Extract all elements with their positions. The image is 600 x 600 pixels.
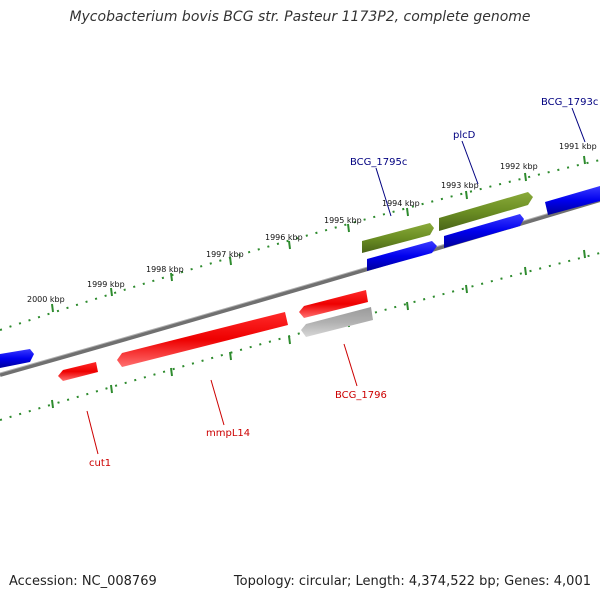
inner-major-tick	[583, 249, 586, 259]
leader-bcg-1795c	[375, 167, 392, 217]
accession-text: Accession: NC_008769	[9, 574, 157, 589]
gene-plcd-lower[interactable]	[444, 214, 524, 248]
outer-major-tick	[583, 155, 586, 165]
gene-plcd-upper[interactable]	[439, 192, 533, 231]
inner-major-tick	[524, 266, 527, 276]
topology-text: Topology: circular; Length: 4,374,522 bp…	[233, 574, 591, 589]
tick-label: 1998 kbp	[146, 265, 184, 274]
label-plcd: plcD	[453, 130, 476, 141]
inner-major-tick	[229, 351, 232, 361]
reverse-genes	[58, 290, 373, 381]
gene-bcg-1796-grey[interactable]	[301, 307, 373, 337]
tick-label: 2000 kbp	[27, 295, 65, 304]
outer-major-tick	[406, 207, 409, 217]
tick-label: 1995 kbp	[324, 216, 362, 225]
inner-major-tick	[170, 367, 173, 377]
forward-genes	[0, 186, 600, 368]
outer-major-ticks	[51, 155, 586, 313]
tick-labels: 1991 kbp 1992 kbp 1993 kbp 1994 kbp 1995 kbp…	[27, 142, 597, 304]
leader-mmpl14	[210, 379, 225, 426]
label-bcg-1795c: BCG_1795c	[350, 157, 407, 168]
outer-major-tick	[524, 172, 527, 182]
gene-left-blue[interactable]	[0, 349, 34, 368]
inner-major-tick	[406, 301, 409, 311]
inner-major-tick	[51, 399, 54, 409]
gene-bcg-1795c-upper[interactable]	[362, 223, 434, 253]
gene-bcg-1796-red[interactable]	[299, 290, 368, 318]
outer-major-tick	[110, 287, 113, 297]
outer-major-tick	[170, 272, 173, 282]
gene-bcg-1795c-lower[interactable]	[367, 241, 437, 271]
tick-label: 1996 kbp	[265, 233, 303, 242]
page-title: Mycobacterium bovis BCG str. Pasteur 117…	[69, 9, 531, 25]
label-bcg-1796: BCG_1796	[335, 390, 387, 401]
gene-labels: BCG_1793c plcD BCG_1795c BCG_1796 mmpL14…	[89, 97, 598, 469]
inner-major-ticks	[51, 249, 586, 409]
inner-major-tick	[288, 335, 291, 345]
label-mmpl14: mmpL14	[206, 428, 250, 439]
inner-major-tick	[465, 284, 468, 294]
leader-bcg-1793c	[571, 107, 586, 143]
tick-label: 1997 kbp	[206, 250, 244, 259]
outer-major-tick	[288, 240, 291, 250]
label-cut1: cut1	[89, 458, 111, 469]
leader-cut1	[86, 410, 99, 455]
gene-bcg-1793c[interactable]	[545, 186, 600, 215]
tick-label: 1994 kbp	[382, 199, 420, 208]
gene-cut1[interactable]	[58, 362, 98, 381]
outer-major-tick	[51, 303, 54, 313]
tick-label: 1992 kbp	[500, 162, 538, 171]
outer-tick-track	[0, 159, 600, 331]
label-bcg-1793c: BCG_1793c	[541, 97, 598, 108]
tick-label: 1999 kbp	[87, 280, 125, 289]
outer-major-tick	[465, 190, 468, 200]
leader-bcg-1796	[343, 343, 358, 387]
gene-mmpl14[interactable]	[117, 312, 288, 367]
leader-plcd	[461, 140, 479, 185]
outer-major-tick	[347, 223, 350, 233]
tick-label: 1993 kbp	[441, 181, 479, 190]
inner-major-tick	[110, 384, 113, 394]
label-leaders	[86, 107, 586, 455]
tick-label: 1991 kbp	[559, 142, 597, 151]
inner-tick-track	[0, 252, 600, 421]
outer-major-tick	[229, 256, 232, 266]
